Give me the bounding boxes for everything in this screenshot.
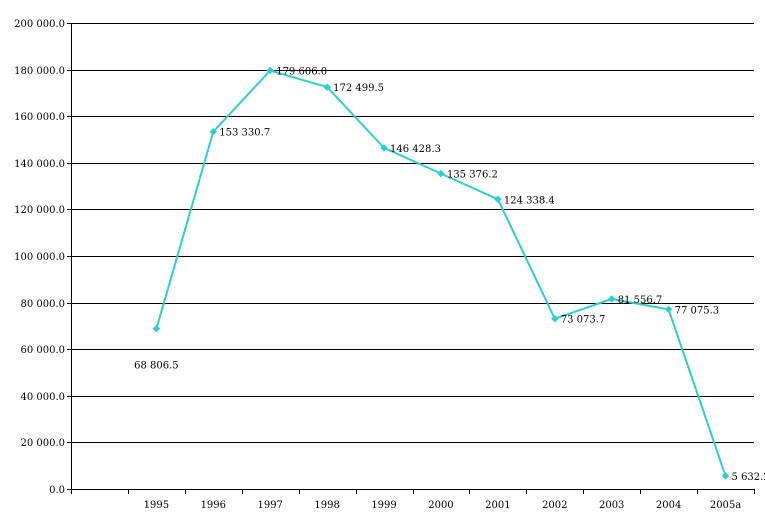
- gridlines: [71, 23, 754, 443]
- y-tick-label: 120 000.0: [14, 205, 65, 216]
- y-tick-label: 100 000.0: [14, 252, 65, 263]
- y-tick-label: 180 000.0: [14, 66, 65, 77]
- x-tick-label: 2005a: [710, 500, 741, 511]
- data-point: [551, 314, 559, 323]
- y-tick-label: 80 000.0: [20, 299, 65, 310]
- y-tick-label: 200 000.0: [14, 19, 65, 30]
- y-tick-label: 0.0: [49, 485, 65, 496]
- data-label: 73 073.7: [561, 315, 606, 326]
- data-label: 179 606.0: [276, 67, 327, 78]
- y-tick-label: 160 000.0: [14, 112, 65, 123]
- data-point: [607, 295, 616, 303]
- data-point: [721, 472, 730, 480]
- data-label: 135 376.2: [447, 170, 498, 181]
- series-markers: [152, 66, 730, 480]
- x-axis: 1995 1996 1997 1998 1999 2000 2001 2002 2003 2004…: [71, 489, 755, 511]
- data-point: [664, 305, 673, 314]
- x-tick-label: 1995: [144, 500, 169, 511]
- y-tick-label: 20 000.0: [20, 438, 65, 449]
- data-point: [323, 83, 331, 91]
- data-label: 68 806.5: [134, 361, 179, 372]
- data-point: [494, 195, 502, 204]
- y-tick-label: 60 000.0: [20, 345, 65, 356]
- data-point: [152, 324, 161, 333]
- x-tick-label: 1997: [257, 500, 282, 511]
- data-point: [209, 127, 218, 136]
- x-tick-label: 1999: [371, 500, 396, 511]
- x-tick-label: 1996: [201, 500, 226, 511]
- data-label: 77 075.3: [675, 305, 720, 316]
- data-point: [437, 169, 445, 178]
- data-point: [380, 144, 388, 152]
- data-point: [266, 66, 274, 75]
- x-tick-label: 2000: [428, 500, 453, 511]
- data-label: 146 428.3: [390, 144, 441, 155]
- data-label: 81 556.7: [618, 295, 663, 306]
- x-tick-label: 2001: [485, 500, 510, 511]
- x-tick-label: 1998: [314, 500, 339, 511]
- data-label: 5 632.2: [732, 472, 765, 483]
- y-axis: 0.0 20 000.0 40 000.0 60 000.0 80 000.0 100 0…: [14, 19, 72, 496]
- y-tick-label: 40 000.0: [20, 392, 65, 403]
- x-tick-label: 2002: [542, 500, 567, 511]
- data-label: 124 338.4: [504, 195, 555, 206]
- data-label: 172 499.5: [333, 83, 384, 94]
- x-tick-label: 2003: [599, 500, 624, 511]
- x-tick-label: 2004: [656, 500, 681, 511]
- data-label: 153 330.7: [219, 128, 270, 139]
- y-tick-label: 140 000.0: [14, 159, 65, 170]
- data-labels: 68 806.5 153 330.7 179 606.0 172 499.5 146 4…: [134, 67, 765, 483]
